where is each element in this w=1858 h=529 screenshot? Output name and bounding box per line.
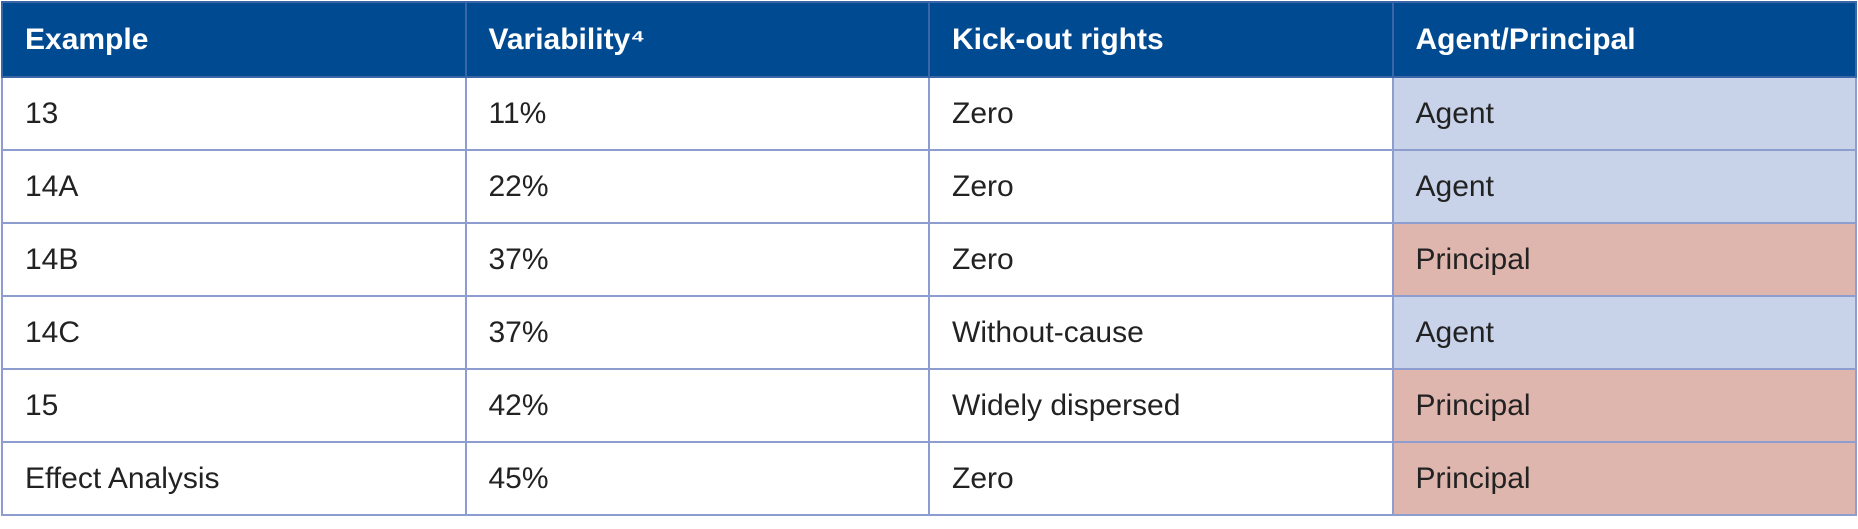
cell: 22% [464,149,930,224]
header-cell: Kick-out rights [928,1,1394,78]
row: Effect Analysis 45% Zero Principal [1,441,1857,516]
cell: Principal [1391,441,1857,516]
row: 13 11% Zero Agent [1,76,1857,151]
cell: Zero [928,222,1394,297]
row: 14A 22% Zero Agent [1,149,1857,224]
cell: Principal [1391,368,1857,443]
cell: Agent [1391,149,1857,224]
row: 14C 37% Without-cause Agent [1,295,1857,370]
cell: Principal [1391,222,1857,297]
cell: Agent [1391,295,1857,370]
cell: Without-cause [928,295,1394,370]
cell: 42% [464,368,930,443]
cell: Zero [928,441,1394,516]
cell: 14A [1,149,467,224]
row: 15 42% Widely dispersed Principal [1,368,1857,443]
cell: Zero [928,149,1394,224]
header-cell: Variability⁴ [464,1,930,78]
header-cell: Example [1,1,467,78]
cell: 37% [464,222,930,297]
row: 14B 37% Zero Principal [1,222,1857,297]
cell: Zero [928,76,1394,151]
cell: 13 [1,76,467,151]
cell: 14B [1,222,467,297]
cell: 14C [1,295,467,370]
cell: 37% [464,295,930,370]
cell: Widely dispersed [928,368,1394,443]
cell: 11% [464,76,930,151]
cell: Effect Analysis [1,441,467,516]
header-row: Example Variability⁴ Kick-out rights Age… [1,1,1857,78]
cell: 15 [1,368,467,443]
cell: 45% [464,441,930,516]
header-cell: Agent/Principal [1391,1,1857,78]
cell: Agent [1391,76,1857,151]
data-table: Example Variability⁴ Kick-out rights Age… [1,1,1857,516]
